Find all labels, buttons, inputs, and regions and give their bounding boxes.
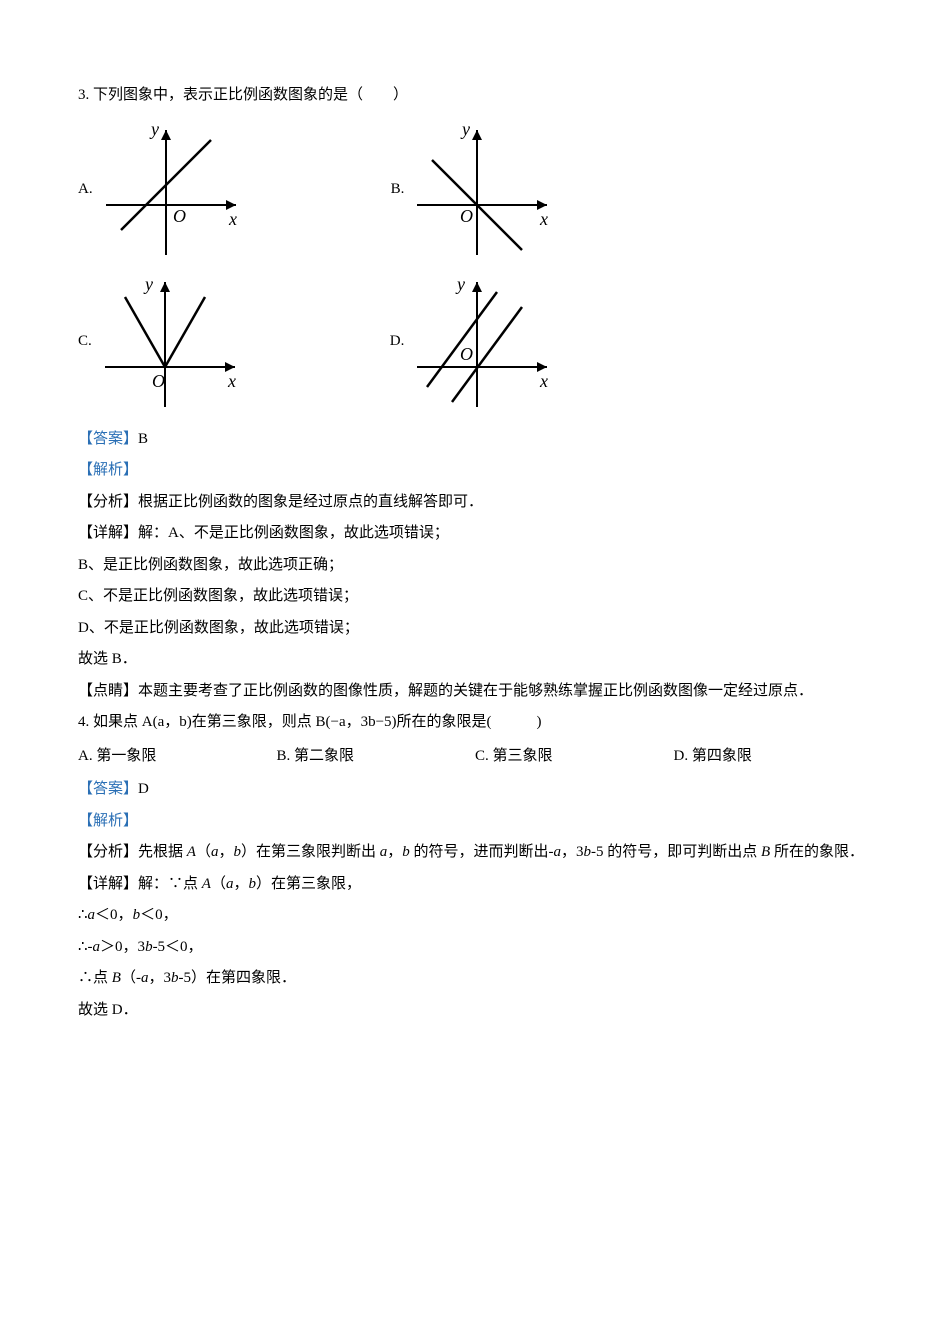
q4-option-D: D. 第四象限	[674, 741, 873, 773]
q3-analysis-p4: D、不是正比例函数图象，故此选项错误；	[78, 613, 872, 645]
question-3: 3. 下列图象中，表示正比例函数图象的是（ ）	[78, 80, 872, 112]
svg-text:y: y	[143, 274, 153, 294]
q4-detail-line3: ∴-a＞0，3b-5＜0，	[78, 932, 872, 964]
svg-text:x: x	[539, 209, 548, 229]
svg-text:y: y	[149, 120, 159, 139]
q3-answer-value: B	[138, 431, 148, 447]
q3-label-C: C.	[78, 326, 92, 358]
q4-option-B: B. 第二象限	[277, 741, 476, 773]
q4-text: 4. 如果点 A(a，b)在第三象限，则点 B(−a，3b−5)所在的象限是( …	[78, 707, 872, 739]
q3-graphs-row-1: A. y x O B. y x O	[78, 120, 872, 260]
svg-text:O: O	[460, 206, 473, 226]
q3-label-D: D.	[390, 326, 405, 358]
q3-answer-label: 【答案】	[78, 431, 138, 447]
q4-detail-line5: 故选 D．	[78, 995, 872, 1027]
q4-detail-line2: ∴a＜0，b＜0，	[78, 900, 872, 932]
q4-detail-line1: 【详解】解：∵点 A（a，b）在第三象限，	[78, 869, 872, 901]
q3-analysis-p0: 【分析】根据正比例函数的图象是经过原点的直线解答即可．	[78, 487, 872, 519]
q4-analysis-p1: 【分析】先根据 A（a，b）在第三象限判断出 a，b 的符号，进而判断出-a，3…	[78, 837, 872, 869]
svg-text:y: y	[460, 120, 470, 139]
q3-analysis-p1: 【详解】解：A、不是正比例函数图象，故此选项错误；	[78, 518, 872, 550]
q4-analysis-label: 【解析】	[78, 806, 872, 838]
svg-text:x: x	[539, 371, 548, 391]
q3-option-D: D. y x O	[390, 272, 563, 412]
svg-text:O: O	[152, 371, 165, 391]
q3-option-C: C. y x O	[78, 272, 250, 412]
q3-option-A: A. y x O	[78, 120, 251, 260]
q3-label-A: A.	[78, 174, 93, 206]
q4-options: A. 第一象限 B. 第二象限 C. 第三象限 D. 第四象限	[78, 741, 872, 773]
q4-option-C: C. 第三象限	[475, 741, 674, 773]
q3-answer: 【答案】B	[78, 424, 872, 456]
graph-B: y x O	[412, 120, 562, 260]
q3-graphs-row-2: C. y x O D. y x O	[78, 272, 872, 412]
q4-option-A: A. 第一象限	[78, 741, 277, 773]
q4-answer-value: D	[138, 781, 149, 797]
graph-A: y x O	[101, 120, 251, 260]
graph-C: y x O	[100, 272, 250, 412]
q3-analysis-p5: 故选 B．	[78, 644, 872, 676]
q3-analysis-label: 【解析】	[78, 455, 872, 487]
q3-analysis-p6: 【点睛】本题主要考查了正比例函数的图像性质，解题的关键在于能够熟练掌握正比例函数…	[78, 676, 872, 708]
svg-text:O: O	[460, 344, 473, 364]
graph-D: y x O	[412, 272, 562, 412]
q4-answer-label: 【答案】	[78, 781, 138, 797]
svg-text:O: O	[173, 206, 186, 226]
q3-text: 3. 下列图象中，表示正比例函数图象的是（ ）	[78, 80, 872, 112]
q4-detail-line4: ∴点 B（-a，3b-5）在第四象限．	[78, 963, 872, 995]
q3-option-B: B. y x O	[391, 120, 563, 260]
svg-text:x: x	[228, 209, 237, 229]
svg-text:x: x	[227, 371, 236, 391]
q3-analysis-p2: B、是正比例函数图象，故此选项正确；	[78, 550, 872, 582]
q4-answer: 【答案】D	[78, 774, 872, 806]
q3-analysis-p3: C、不是正比例函数图象，故此选项错误；	[78, 581, 872, 613]
q3-label-B: B.	[391, 174, 405, 206]
svg-text:y: y	[455, 274, 465, 294]
